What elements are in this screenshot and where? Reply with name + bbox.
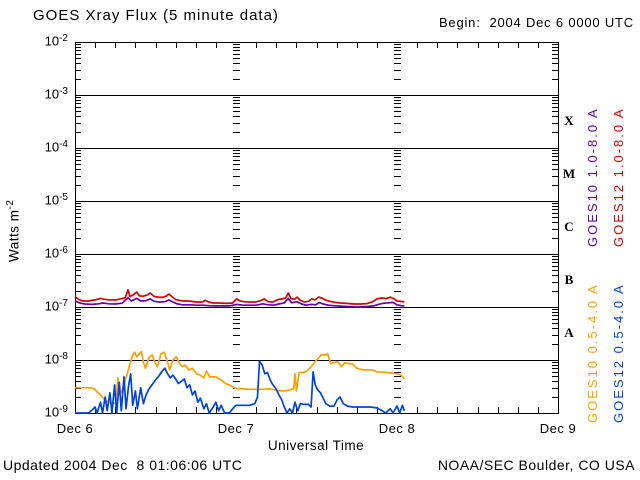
x-axis-tick-label: Dec 7 xyxy=(217,421,255,436)
organization-credit: NOAA/SEC Boulder, CO USA xyxy=(437,457,635,473)
y-axis-tick-label: 10-3 xyxy=(44,86,68,102)
chart-title: GOES Xray Flux (5 minute data) xyxy=(33,7,279,24)
updated-timestamp: Updated 2004 Dec 8 01:06:06 UTC xyxy=(3,457,243,473)
y-axis-tick-label: 10-5 xyxy=(44,192,68,208)
flare-class-label: C xyxy=(564,218,574,234)
x-axis-tick-label: Dec 9 xyxy=(539,421,577,436)
y-axis-title: Watts m-2 xyxy=(5,200,22,262)
y-axis-tick-label: 10-6 xyxy=(44,245,68,261)
flare-class-label: M xyxy=(562,165,576,181)
legend-goes12-1-0-8-0-a: GOES12 1.0-8.0 A xyxy=(611,107,626,247)
legend-goes12-0-5-4-0-a: GOES12 0.5-4.0 A xyxy=(611,283,626,423)
begin-timestamp: Begin: 2004 Dec 6 0000 UTC xyxy=(438,15,634,30)
y-axis-title-base: Watts m xyxy=(6,209,22,263)
y-axis-tick-label: 10-7 xyxy=(44,298,68,314)
flare-class-label: X xyxy=(564,112,574,128)
flare-class-label: B xyxy=(564,271,574,287)
y-axis-tick-label: 10-4 xyxy=(44,139,68,155)
y-axis-title-exponent: -2 xyxy=(5,199,16,210)
x-axis-tick-label: Dec 6 xyxy=(56,421,94,436)
y-axis-tick-label: 10-8 xyxy=(44,351,68,367)
y-axis-tick-label: 10-9 xyxy=(44,404,68,420)
x-axis-title: Universal Time xyxy=(267,438,365,453)
y-axis-tick-label: 10-2 xyxy=(44,33,68,49)
flare-class-label: A xyxy=(564,324,574,340)
x-axis-tick-label: Dec 8 xyxy=(378,421,416,436)
legend-goes10-0-5-4-0-a: GOES10 0.5-4.0 A xyxy=(585,283,600,423)
legend-goes10-1-0-8-0-a: GOES10 1.0-8.0 A xyxy=(585,107,600,247)
